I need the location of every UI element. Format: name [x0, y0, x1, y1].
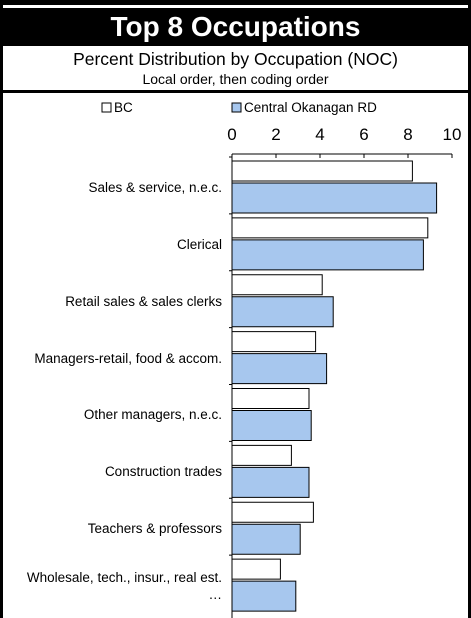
x-tick-label-1: 2 — [271, 125, 280, 144]
legend-swatch-1 — [231, 102, 242, 113]
category-label-3: Managers-retail, food & accom. — [34, 350, 222, 366]
legend-swatch-0 — [101, 102, 112, 113]
x-tick-label-5: 10 — [443, 125, 462, 144]
legend-label-1: Central Okanagan RD — [244, 100, 377, 115]
bar-region-1 — [231, 239, 424, 271]
category-label-6: Teachers & professors — [87, 521, 222, 537]
legend-label-0: BC — [114, 100, 133, 115]
category-label-1: Clerical — [176, 236, 222, 252]
x-tick-label-4: 8 — [403, 125, 412, 144]
chart-title: Top 8 Occupations — [0, 8, 471, 46]
bar-bc-0 — [231, 160, 413, 182]
category-label-7: Wholesale, tech., insur., real est. … — [26, 569, 222, 602]
bar-region-2 — [231, 296, 334, 328]
bar-region-7 — [231, 580, 297, 612]
category-label-2: Retail sales & sales clerks — [65, 293, 222, 309]
bar-bc-6 — [231, 501, 314, 523]
bar-region-5 — [231, 466, 310, 498]
chart-subtitle: Percent Distribution by Occupation (NOC) — [73, 49, 398, 69]
x-tick-label-3: 6 — [359, 125, 368, 144]
bar-region-3 — [231, 353, 328, 385]
bar-region-6 — [231, 523, 301, 555]
bar-region-4 — [231, 410, 312, 441]
x-tick-label-2: 4 — [315, 125, 324, 144]
bar-bc-4 — [231, 388, 310, 409]
chart-note: Local order, then coding order — [142, 71, 329, 87]
x-tick-label-0: 0 — [227, 125, 236, 144]
subtitle-rule — [3, 90, 468, 93]
bar-bc-1 — [231, 217, 429, 239]
category-label-0: Sales & service, n.e.c. — [88, 179, 222, 195]
bar-bc-3 — [231, 331, 317, 353]
bar-region-0 — [231, 182, 438, 214]
category-label-4: Other managers, n.e.c. — [83, 407, 222, 423]
top-rule — [0, 0, 471, 5]
bar-bc-2 — [231, 274, 323, 296]
bar-bc-5 — [231, 444, 292, 466]
bar-bc-7 — [231, 558, 281, 580]
category-label-5: Construction trades — [104, 464, 222, 480]
